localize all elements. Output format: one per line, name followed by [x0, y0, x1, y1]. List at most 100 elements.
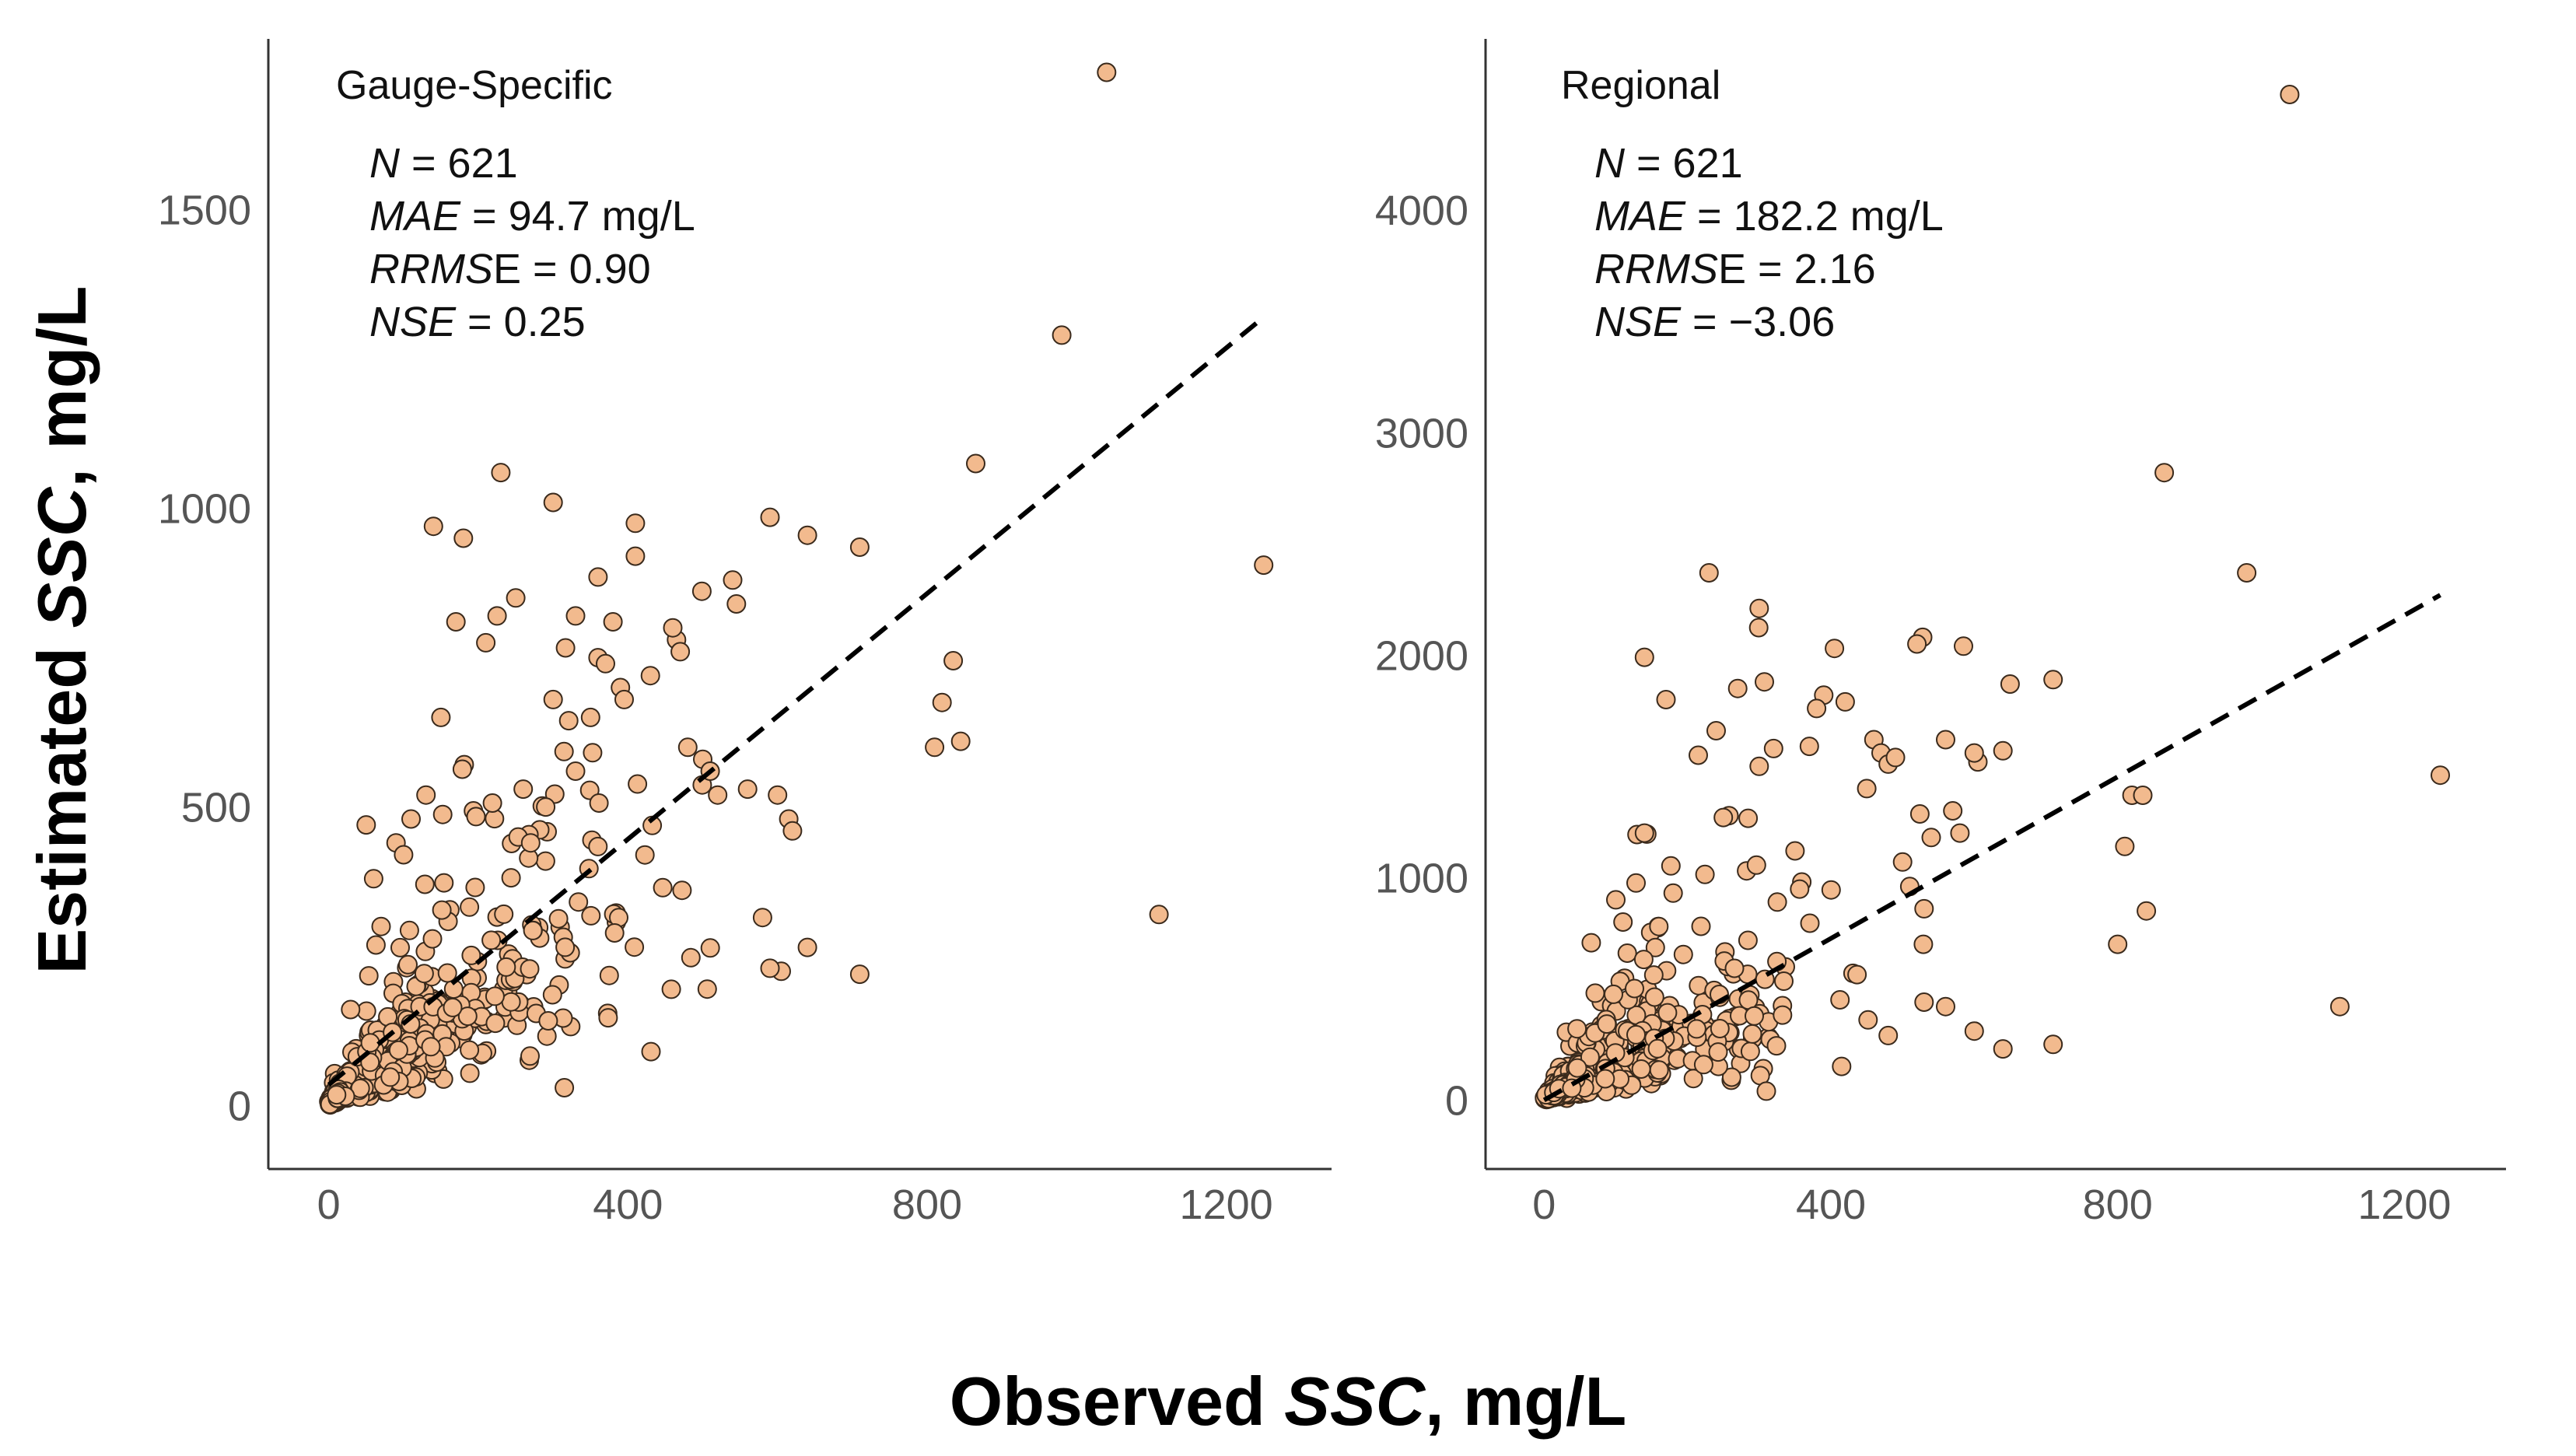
data-point — [849, 964, 870, 985]
data-point — [1746, 855, 1766, 875]
data-point — [513, 779, 534, 800]
x-tick-label: 1200 — [2357, 1181, 2451, 1228]
data-point — [422, 929, 443, 949]
data-point — [1936, 996, 1955, 1017]
data-point — [925, 737, 945, 758]
data-point — [1585, 983, 1605, 1003]
data-point — [1885, 747, 1906, 768]
data-point — [1673, 944, 1693, 964]
data-point — [1617, 943, 1637, 963]
data-point — [506, 588, 526, 608]
data-point — [1706, 721, 1726, 740]
data-point — [423, 516, 443, 537]
data-point — [555, 1078, 575, 1097]
data-point — [1892, 852, 1913, 872]
data-point — [461, 945, 481, 965]
stats-block: N = 621 MAE = 182.2 mg/L RRMSE = 2.16 NSE =… — [1594, 140, 1944, 345]
fit-line — [1542, 593, 2441, 1102]
x-ticks: 0 400 800 1200 — [1532, 1181, 2451, 1228]
data-point — [1713, 807, 1734, 828]
data-point — [494, 904, 514, 924]
x-tick-label: 800 — [892, 1181, 962, 1228]
data-point — [371, 916, 391, 936]
data-point — [2115, 836, 2135, 856]
stat-line: RRMSE = 2.16 — [1594, 246, 1876, 292]
data-point — [580, 707, 600, 727]
data-point — [501, 992, 521, 1012]
stats-block: N = 621 MAE = 94.7 mg/L RRMSE = 0.90 NSE = … — [369, 140, 695, 345]
data-point — [476, 632, 496, 653]
stat-line: MAE = 94.7 mg/L — [369, 193, 695, 240]
data-point — [1631, 1059, 1651, 1079]
data-point — [431, 707, 451, 727]
data-point — [697, 979, 717, 999]
y-tick-label: 1000 — [158, 486, 251, 533]
data-point — [356, 815, 376, 835]
data-point — [1645, 937, 1665, 957]
data-point — [414, 964, 434, 984]
data-point — [1800, 913, 1820, 933]
data-point — [635, 845, 655, 865]
data-point — [460, 1040, 480, 1060]
x-ticks: 0 400 800 1200 — [317, 1181, 1273, 1228]
data-point — [1738, 808, 1759, 828]
data-point — [1604, 984, 1623, 1004]
data-point — [2043, 1034, 2063, 1055]
data-point — [708, 785, 728, 805]
data-point — [1647, 1038, 1668, 1059]
data-point — [2137, 901, 2157, 921]
data-point — [691, 581, 712, 601]
data-point — [943, 651, 964, 670]
data-point — [2280, 85, 2300, 104]
data-point — [966, 453, 985, 474]
data-point — [543, 492, 563, 513]
data-point — [677, 737, 698, 758]
data-point — [1738, 930, 1758, 950]
data-point — [1708, 1042, 1728, 1062]
y-tick-label: 1500 — [158, 187, 251, 234]
data-point — [1606, 890, 1626, 910]
data-point — [588, 836, 608, 856]
data-point — [1097, 62, 1117, 82]
data-point — [485, 986, 505, 1006]
data-point — [1799, 737, 1819, 757]
data-point — [849, 537, 870, 557]
data-point — [1835, 691, 1855, 712]
data-point — [1964, 743, 1984, 763]
data-point — [614, 689, 634, 709]
data-point — [1721, 1067, 1741, 1087]
data-point — [1693, 1055, 1713, 1075]
data-point — [481, 930, 502, 950]
data-point — [2043, 670, 2063, 690]
data-point — [520, 959, 540, 979]
data-point — [1756, 1081, 1776, 1101]
y-axis-title: Estimated SSC, mg/L — [23, 285, 100, 974]
x-tick-label: 400 — [593, 1181, 663, 1228]
stat-line: RRMSE = 0.90 — [369, 246, 651, 292]
data-point — [797, 937, 817, 957]
data-point — [1649, 916, 1669, 936]
data-point — [1567, 1019, 1587, 1039]
data-point — [327, 1085, 347, 1105]
data-point — [432, 804, 453, 824]
data-point — [356, 1001, 376, 1021]
data-point — [394, 845, 414, 865]
data-point — [1847, 964, 1867, 985]
data-point — [1727, 678, 1748, 698]
scatter-points — [1535, 85, 2450, 1110]
data-point — [482, 793, 502, 813]
data-point — [401, 809, 421, 829]
data-point — [460, 1063, 480, 1083]
data-point — [501, 868, 521, 888]
data-point — [569, 892, 589, 912]
data-point — [350, 1078, 370, 1098]
x-tick-label: 0 — [317, 1181, 341, 1228]
data-point — [363, 869, 383, 889]
y-tick-label: 500 — [181, 785, 251, 831]
data-point — [380, 1067, 401, 1087]
data-point — [1649, 1060, 1669, 1080]
y-tick-label: 0 — [228, 1083, 251, 1130]
data-point — [520, 1046, 540, 1066]
data-point — [1909, 804, 1930, 824]
